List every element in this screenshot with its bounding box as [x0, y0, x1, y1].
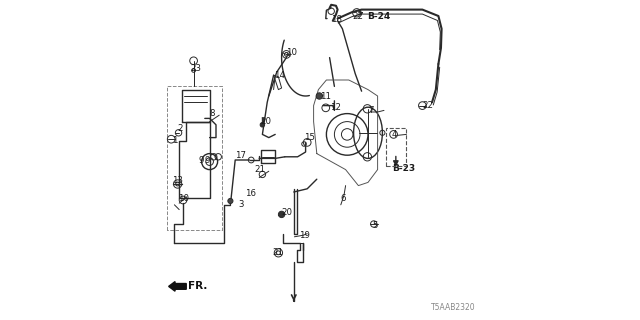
Text: 21: 21 [254, 165, 266, 174]
Text: 23: 23 [191, 64, 202, 73]
Text: 11: 11 [320, 92, 331, 100]
Text: 22: 22 [352, 12, 363, 20]
Text: 21: 21 [272, 248, 283, 257]
Circle shape [260, 123, 265, 127]
Circle shape [278, 211, 285, 218]
Text: 22: 22 [422, 101, 433, 110]
Text: T5AAB2320: T5AAB2320 [431, 303, 475, 312]
Circle shape [228, 198, 233, 204]
Text: 14: 14 [274, 71, 285, 80]
Text: 7: 7 [368, 106, 374, 115]
Text: FR.: FR. [188, 281, 207, 292]
FancyArrow shape [169, 282, 186, 291]
Text: 20: 20 [261, 117, 272, 126]
Text: 4: 4 [392, 130, 397, 139]
Text: 17: 17 [236, 151, 246, 160]
Text: 8: 8 [210, 109, 215, 118]
Text: 1: 1 [172, 136, 178, 145]
Text: 10: 10 [287, 48, 298, 57]
Text: 2: 2 [178, 124, 183, 132]
Text: 19: 19 [300, 231, 310, 240]
Text: B-23: B-23 [392, 164, 415, 173]
Text: 20: 20 [281, 208, 292, 217]
Text: 6: 6 [340, 194, 346, 203]
Text: 16: 16 [245, 189, 256, 198]
Text: 12: 12 [330, 103, 340, 112]
Text: B-24: B-24 [367, 12, 390, 21]
Text: 15: 15 [304, 133, 315, 142]
Circle shape [316, 93, 323, 99]
Text: 10: 10 [178, 194, 189, 203]
Text: 9: 9 [205, 156, 210, 164]
Text: 18: 18 [332, 15, 342, 24]
Text: 9: 9 [198, 156, 204, 164]
Text: 3: 3 [239, 200, 244, 209]
Text: 5: 5 [372, 221, 378, 230]
Text: 13: 13 [172, 176, 183, 185]
